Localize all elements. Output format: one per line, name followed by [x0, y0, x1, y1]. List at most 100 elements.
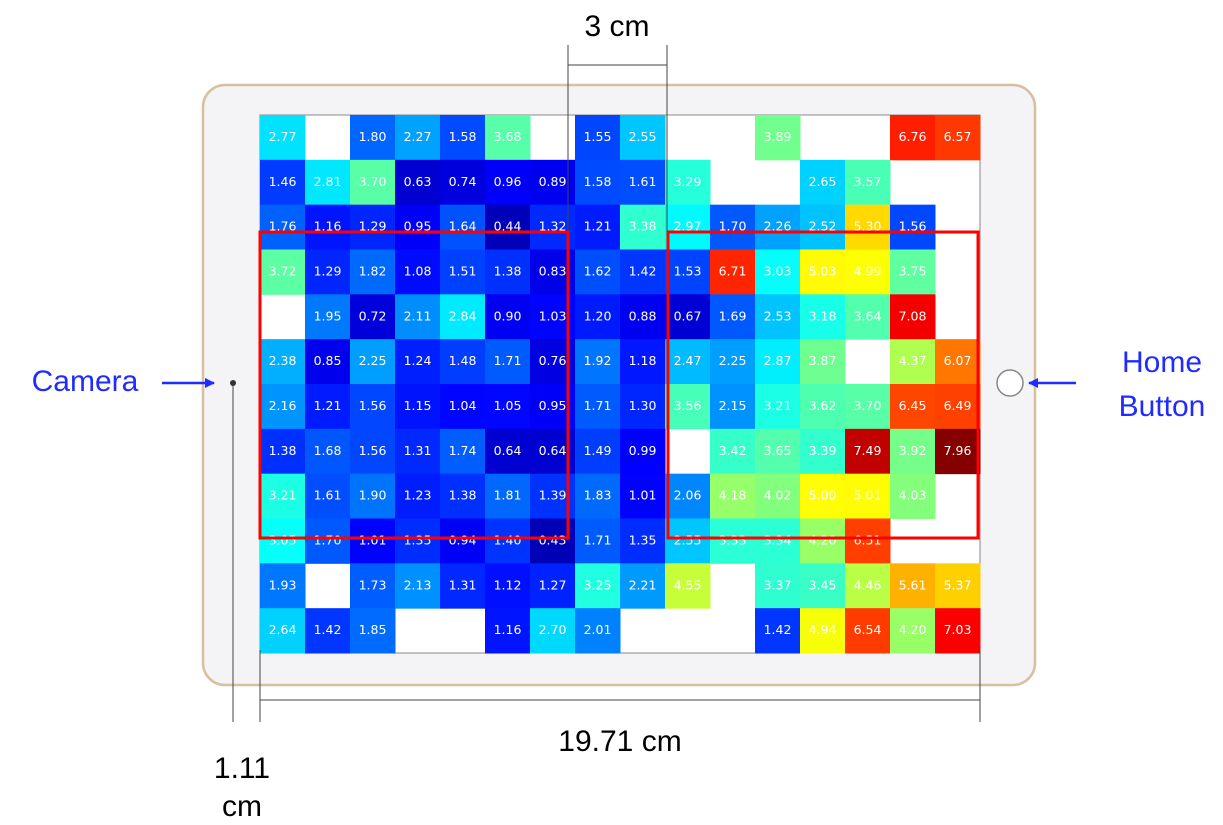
cell-label: 2.16: [269, 398, 297, 413]
cell-label: 2.55: [674, 532, 702, 547]
cell-label: 1.62: [584, 263, 612, 278]
cell-label: 2.38: [269, 353, 297, 368]
cell-label: 3.89: [764, 129, 792, 144]
cell-label: 6.57: [944, 129, 972, 144]
cell-label: 1.18: [629, 353, 657, 368]
cell-label: 3.03: [764, 263, 792, 278]
cell-label: 1.69: [719, 308, 747, 323]
cell-label: 1.58: [584, 174, 612, 189]
cell-label: 1.46: [269, 174, 297, 189]
cell-label: 1.05: [494, 398, 522, 413]
cell-label: 1.27: [539, 577, 567, 592]
cell-label: 1.85: [359, 622, 387, 637]
cell-label: 1.42: [764, 622, 792, 637]
cell-label: 4.03: [899, 488, 927, 503]
cell-label: 3.92: [899, 443, 927, 458]
cell-label: 1.61: [314, 488, 342, 503]
cell-label: 2.27: [404, 129, 432, 144]
cell-label: 0.43: [539, 532, 567, 547]
cell-label: 2.11: [404, 308, 432, 323]
cell-label: 6.51: [854, 532, 882, 547]
cell-label: 1.29: [314, 263, 342, 278]
cell-label: 1.71: [584, 398, 612, 413]
cell-label: 5.00: [809, 488, 837, 503]
cell-label: 1.81: [494, 488, 522, 503]
cell-label: 0.89: [539, 174, 567, 189]
camera-dot: [230, 380, 236, 386]
cell-label: 1.73: [359, 577, 387, 592]
cell-label: 0.67: [674, 308, 702, 323]
cell-label: 1.56: [359, 398, 387, 413]
cell-label: 0.96: [494, 174, 522, 189]
cell-label: 2.25: [359, 353, 387, 368]
cell-label: 2.01: [584, 622, 612, 637]
cell-label: 5.03: [809, 263, 837, 278]
cell-label: 6.71: [719, 263, 747, 278]
cell-label: 1.71: [584, 532, 612, 547]
cell-label: 6.54: [854, 622, 882, 637]
cell-label: 0.94: [449, 532, 477, 547]
cell-label: 7.03: [944, 622, 972, 637]
cell-label: 1.61: [629, 174, 657, 189]
cell-label: 4.02: [764, 488, 792, 503]
cell-label: 1.93: [269, 577, 297, 592]
cell-label: 4.37: [899, 353, 927, 368]
cell-label: 2.70: [539, 622, 567, 637]
cell-label: 1.58: [449, 129, 477, 144]
cell-label: 0.88: [629, 308, 657, 323]
cell-label: 3.29: [674, 174, 702, 189]
cell-label: 1.90: [359, 488, 387, 503]
cell-label: 0.95: [539, 398, 567, 413]
cell-label: 4.18: [719, 488, 747, 503]
cell-label: 1.80: [359, 129, 387, 144]
cell-label: 2.06: [674, 488, 702, 503]
cell-label: 3.87: [809, 353, 837, 368]
cell-label: 0.76: [539, 353, 567, 368]
cell-label: 2.81: [314, 174, 342, 189]
cell-label: 3.45: [809, 577, 837, 592]
cell-label: 1.35: [629, 532, 657, 547]
cell-label: 2.53: [764, 308, 792, 323]
heatmap: 2.771.802.271.583.681.552.553.896.766.57…: [260, 115, 981, 654]
cell-label: 2.55: [629, 129, 657, 144]
cell-label: 2.15: [719, 398, 747, 413]
cell-label: 5.61: [899, 577, 927, 592]
cell-label: 2.25: [719, 353, 747, 368]
cell-label: 1.95: [314, 308, 342, 323]
cell-label: 3.21: [764, 398, 792, 413]
cell-label: 7.49: [854, 443, 882, 458]
cell-label: 3.38: [629, 219, 657, 234]
cell-label: 1.39: [539, 488, 567, 503]
cell-label: 3.42: [719, 443, 747, 458]
cell-label: 1.56: [359, 443, 387, 458]
dimension-label: 19.71 cm: [558, 725, 681, 758]
home-label: Home: [1122, 346, 1202, 379]
cell-label: 1.03: [539, 308, 567, 323]
cell-label: 3.56: [674, 398, 702, 413]
cell-label: 1.24: [404, 353, 432, 368]
cell-label: 0.64: [539, 443, 567, 458]
cell-label: 0.74: [449, 174, 477, 189]
cell-label: 1.83: [584, 488, 612, 503]
cell-label: 0.90: [494, 308, 522, 323]
cell-label: 1.31: [449, 577, 477, 592]
cell-label: 3.65: [764, 443, 792, 458]
cell-label: 7.96: [944, 443, 972, 458]
cell-label: 4.20: [809, 532, 837, 547]
dimension-label: cm: [222, 790, 262, 823]
cell-label: 4.20: [899, 622, 927, 637]
figure: 2.771.802.271.583.681.552.553.896.766.57…: [0, 0, 1223, 825]
cell-label: 6.45: [899, 398, 927, 413]
cell-label: 3.05: [269, 532, 297, 547]
cell-label: 1.55: [584, 129, 612, 144]
cell-label: 5.37: [944, 577, 972, 592]
cell-label: 3.39: [809, 443, 837, 458]
cell-label: 2.21: [629, 577, 657, 592]
cell-label: 2.47: [674, 353, 702, 368]
cell-label: 2.13: [404, 577, 432, 592]
cell-label: 3.57: [854, 174, 882, 189]
cell-label: 1.01: [629, 488, 657, 503]
home-label: Button: [1119, 390, 1206, 423]
cell-label: 4.55: [674, 577, 702, 592]
cell-label: 3.70: [359, 174, 387, 189]
